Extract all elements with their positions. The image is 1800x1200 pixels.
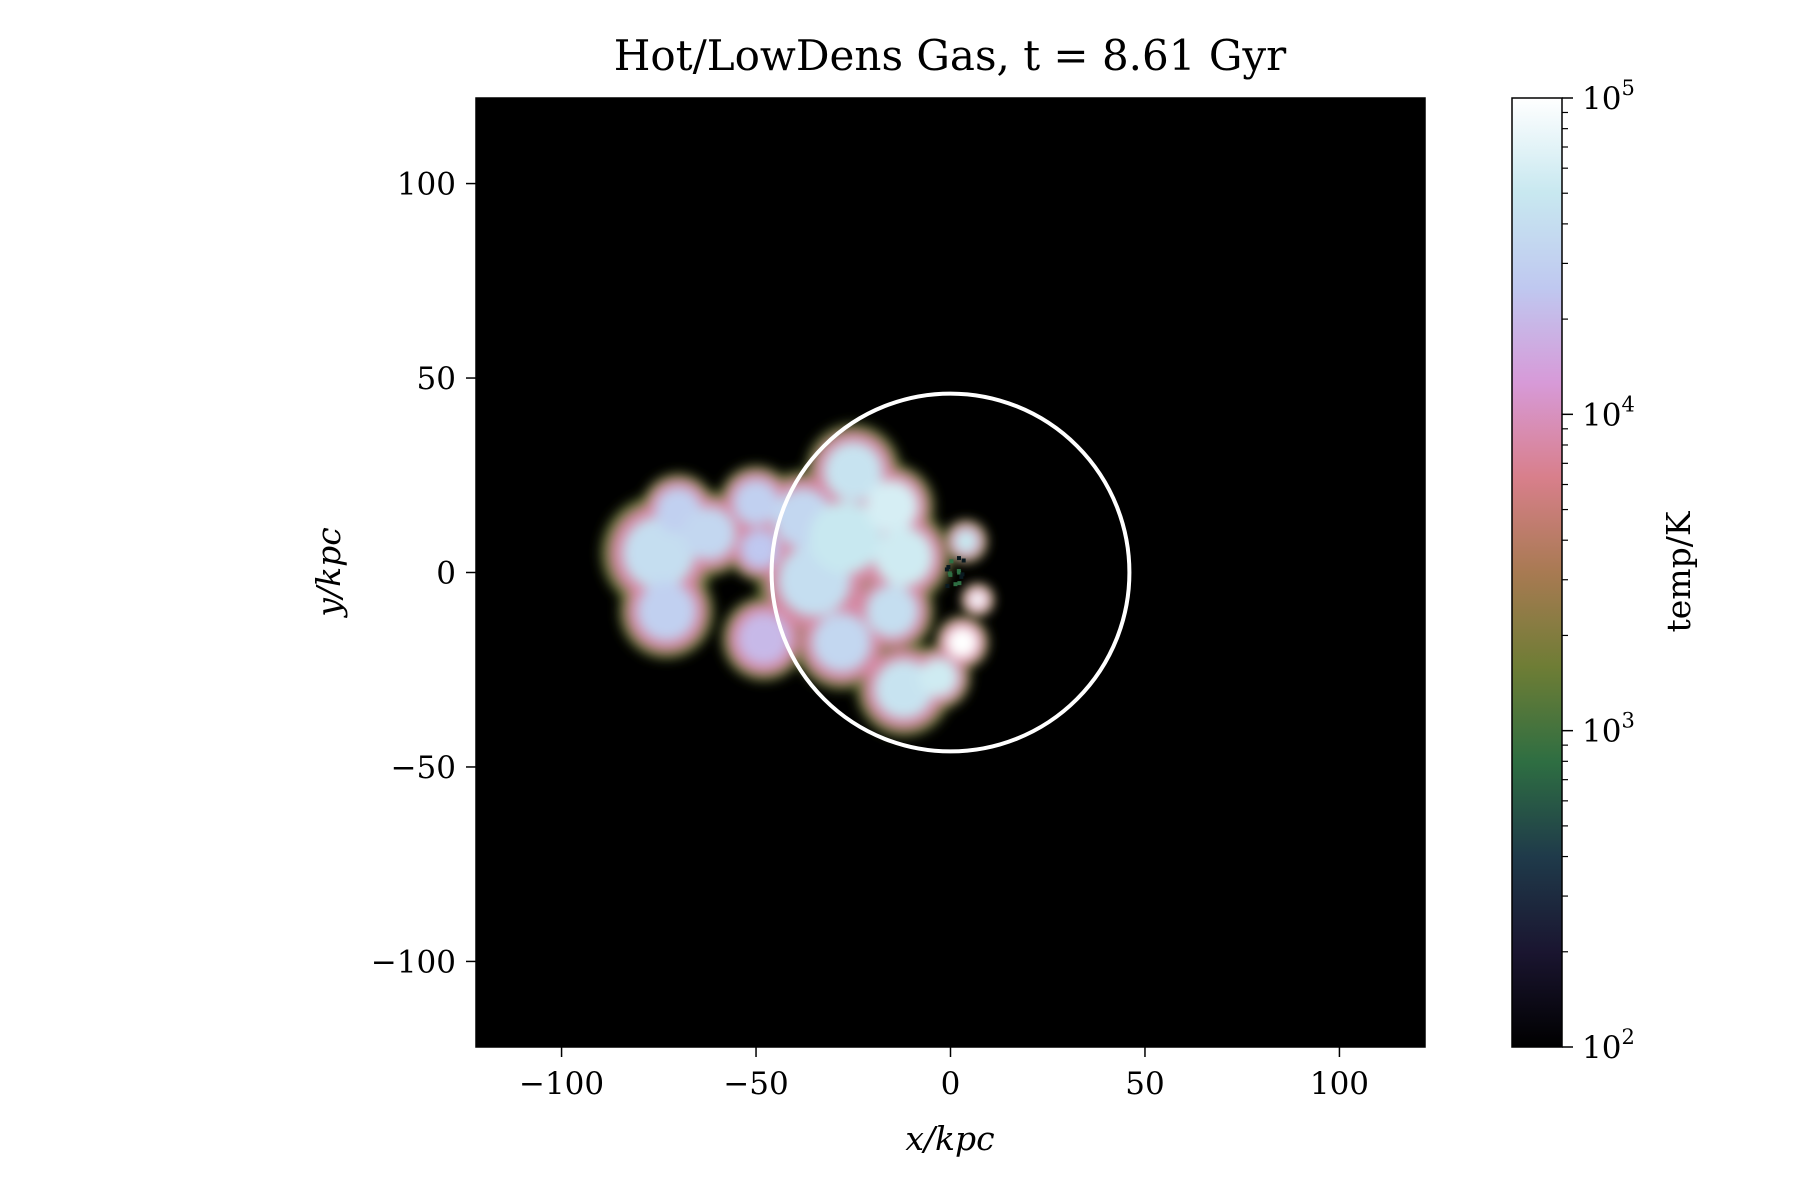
gas-clump (952, 528, 980, 555)
x-tick-label: 50 (1125, 1066, 1164, 1102)
y-axis-ticks: −100 −50 0 50 100 (371, 167, 476, 980)
x-tick-label: −50 (723, 1066, 788, 1102)
colorbar-tick-label: 104 (1582, 392, 1635, 433)
gas-clump (865, 584, 919, 638)
colorbar-tick-label: 102 (1582, 1025, 1635, 1066)
x-tick-label: −100 (519, 1066, 604, 1102)
colorbar-ticks: 102 103 104 105 (1562, 76, 1635, 1066)
chart-title: Hot/LowDens Gas, t = 8.61 Gyr (614, 31, 1287, 80)
gas-clumps (601, 424, 994, 737)
speckle (944, 567, 949, 572)
colorbar-tick-label: 105 (1582, 76, 1635, 117)
gas-clump (622, 516, 696, 590)
y-tick-label: 100 (397, 167, 456, 203)
colorbar-label: temp/K (1659, 510, 1698, 632)
speckle (956, 556, 961, 561)
y-tick-label: −100 (371, 944, 456, 980)
speckle (946, 565, 951, 570)
speckle (960, 572, 965, 577)
y-axis-label: y/kpc (309, 527, 348, 618)
x-tick-label: 100 (1310, 1066, 1369, 1102)
y-tick-label: −50 (391, 750, 456, 786)
speckle (961, 558, 966, 563)
speckle (949, 559, 954, 564)
speckle (948, 572, 953, 577)
virial-radius-circle (769, 391, 1132, 754)
x-tick-label: 0 (941, 1066, 961, 1102)
gas-clump (918, 657, 959, 698)
gas-clump (823, 441, 884, 502)
speckle (953, 582, 958, 587)
y-tick-label: 50 (417, 361, 456, 397)
speckle (945, 584, 950, 589)
x-axis-label: x/kpc (905, 1119, 994, 1158)
gas-clump (737, 612, 791, 666)
gas-clump (865, 479, 919, 533)
x-axis-ticks: −100 −50 0 50 100 (519, 1047, 1369, 1102)
gas-clump (732, 479, 780, 526)
gas-clump (636, 581, 697, 642)
speckle (959, 574, 964, 579)
gas-clump (874, 659, 934, 719)
speckle (957, 581, 962, 586)
gas-clump (874, 527, 934, 587)
gas-clump (740, 529, 780, 569)
gas-clump (967, 589, 988, 610)
gas-clump (945, 625, 979, 660)
y-tick-label: 0 (436, 556, 456, 592)
gas-clump (682, 507, 736, 561)
colorbar-tick-label: 103 (1582, 709, 1635, 750)
colorbar (1511, 97, 1563, 1048)
gas-clump (811, 612, 872, 673)
gas-clump (809, 501, 882, 574)
speckle (956, 568, 961, 573)
